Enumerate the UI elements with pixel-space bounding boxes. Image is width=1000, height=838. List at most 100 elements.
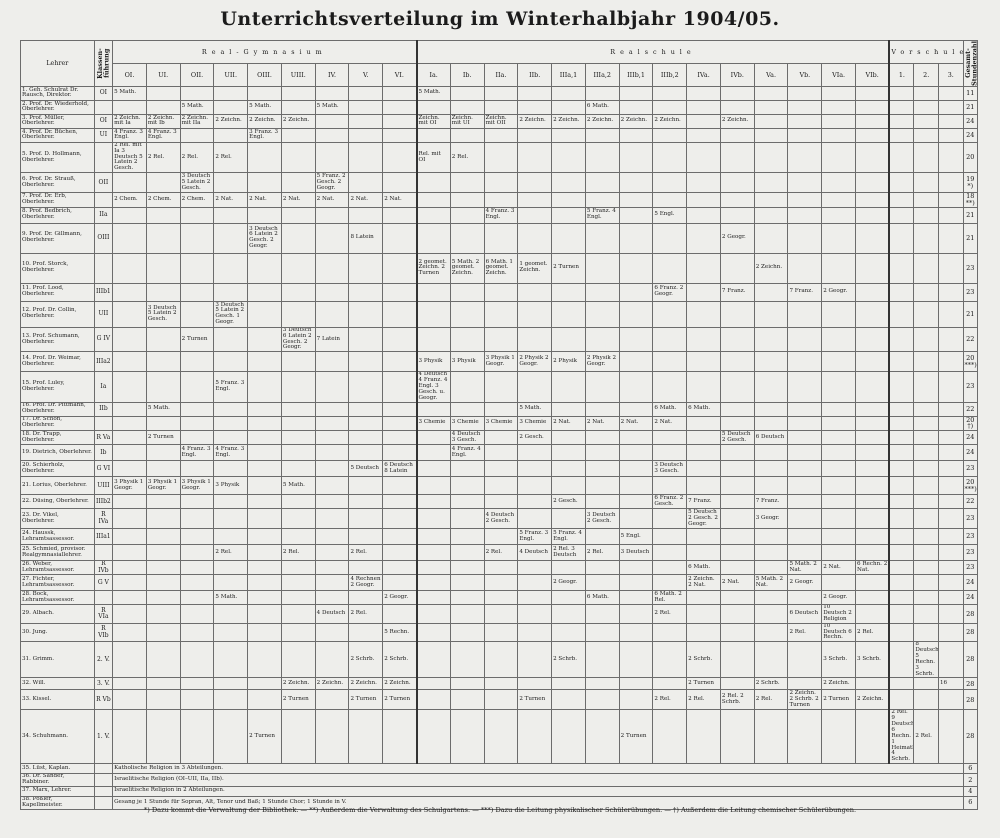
teacher-row: 8. Prof. Bedbrich, Oberlehrer. IIa 4 Franz…	[20, 206, 979, 224]
subject-cell	[618, 99, 654, 115]
teacher-row: 37. Marx, Lehrer. Israelitische Religion …	[20, 785, 979, 797]
subject-cell	[753, 141, 789, 174]
total-hours-cell: 23	[962, 371, 979, 403]
teacher-row: 25. Schmied, provisor. Realgymnasiallehr…	[20, 544, 979, 562]
subject-cell	[280, 415, 316, 432]
subject-cell	[719, 641, 755, 679]
subject-cell	[686, 113, 721, 129]
schedule-table: Lehrer Klassen-führung Real-Gymnasium Re…	[20, 40, 979, 810]
subject-cell	[854, 222, 890, 254]
teacher-row: 15. Prof. Luley, Oberlehrer. Ia 5 Franz. 3…	[20, 371, 979, 403]
class-leadership-cell	[93, 141, 114, 174]
teacher-name: 23. Dr. Vikel, Oberlehrer.	[20, 508, 95, 530]
subject-cell	[618, 141, 654, 174]
teacher-row: 24. Haussk, Lehramtsassessor. IIIa1 5 Fran…	[20, 528, 979, 546]
subject-cell	[213, 709, 249, 765]
subject-cell	[517, 192, 553, 208]
subject-cell	[913, 113, 939, 129]
subject-cell	[937, 430, 964, 446]
subject-cell	[584, 141, 620, 174]
subject-cell	[854, 430, 890, 446]
subject-cell: 2 Nat.	[348, 192, 384, 208]
subject-cell	[652, 99, 688, 115]
subject-cell	[517, 677, 553, 691]
subject-cell	[618, 282, 654, 302]
subject-cell	[652, 326, 688, 353]
subject-cell	[913, 590, 939, 606]
subject-cell: 2 Geogr.	[787, 574, 823, 592]
teacher-name: 22. Düsing, Oberlehrer.	[20, 494, 95, 510]
subject-cell	[280, 622, 316, 643]
subject-cell	[854, 476, 890, 496]
subject-cell: 4 Franz. 3 Engl.	[145, 127, 181, 143]
subject-cell: 3 Physik 1 Geogr.	[145, 476, 181, 496]
subject-cell	[584, 574, 620, 592]
subject-cell	[314, 476, 350, 496]
subject-cell	[415, 460, 451, 478]
subject-cell	[787, 371, 823, 403]
subject-cell	[888, 192, 915, 208]
subject-cell	[913, 300, 939, 328]
subject-cell	[888, 127, 915, 143]
subject-cell	[382, 99, 418, 115]
subject-cell	[719, 508, 755, 530]
subject-cell: 2 Zeichn.	[382, 677, 418, 691]
subject-cell	[112, 622, 147, 643]
subject-cell	[348, 590, 384, 606]
subject-cell	[517, 622, 553, 643]
subject-cell	[753, 622, 789, 643]
subject-cell	[415, 127, 451, 143]
subject-cell	[652, 622, 688, 643]
subject-cell	[247, 206, 282, 224]
subject-cell	[348, 709, 384, 765]
subject-cell	[213, 460, 249, 478]
subject-cell	[652, 192, 688, 208]
subject-cell	[179, 127, 215, 143]
subject-cell: 2 Schrb.	[686, 641, 721, 679]
subject-cell	[913, 85, 939, 101]
subject-cell	[913, 415, 939, 432]
subject-cell	[112, 252, 147, 284]
subject-cell	[888, 85, 915, 101]
class-header: IVa.	[686, 62, 721, 87]
class-header: 2.	[913, 62, 939, 87]
subject-cell: 2 Turnen	[517, 689, 553, 711]
subject-cell	[719, 415, 755, 432]
subject-cell	[821, 430, 856, 446]
subject-cell	[584, 444, 620, 462]
subject-cell	[753, 590, 789, 606]
subject-cell	[551, 127, 586, 143]
subject-cell	[483, 326, 519, 353]
subject-cell	[449, 508, 485, 530]
subject-cell	[348, 252, 384, 284]
subject-cell	[280, 172, 316, 194]
subject-cell: 5 Math.	[213, 590, 249, 606]
subject-cell: 2 Zeichn.	[213, 113, 249, 129]
class-header: VI.	[382, 62, 418, 87]
class-header: VIb.	[854, 62, 890, 87]
subject-cell	[913, 127, 939, 143]
subject-cell: 4 Franz. 3 Engl.	[483, 206, 519, 224]
subject-cell	[112, 460, 147, 478]
subject-cell	[483, 494, 519, 510]
subject-cell: 5 Math.	[112, 85, 147, 101]
subject-cell: 2 Rel.	[348, 604, 384, 624]
teacher-row: 18. Dr. Trapp, Oberlehrer. R Va 2 Turnen 4 …	[20, 430, 979, 446]
subject-cell	[179, 300, 215, 328]
subject-cell: 2 Nat.	[652, 415, 688, 432]
subject-cell	[280, 252, 316, 284]
subject-cell	[888, 326, 915, 353]
subject-cell: 2 Zeichn.	[854, 689, 890, 711]
subject-cell	[145, 415, 181, 432]
subject-cell: 6 Rechn. 2 Nat.	[854, 560, 890, 576]
subject-cell: 2 Gesch.	[517, 430, 553, 446]
subject-cell	[382, 282, 418, 302]
subject-cell	[753, 300, 789, 328]
subject-cell	[449, 401, 485, 417]
subject-cell	[145, 689, 181, 711]
subject-cell	[348, 476, 384, 496]
subject-cell	[821, 99, 856, 115]
subject-cell	[314, 460, 350, 478]
total-hours-cell: 22	[962, 401, 979, 417]
subject-span-cell: Gesang je 1 Stunde für Sopran, Alt, Teno…	[112, 795, 964, 810]
